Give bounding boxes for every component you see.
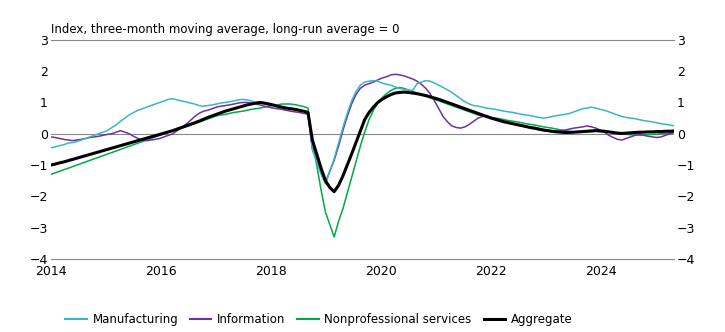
Legend: Manufacturing, Information, Nonprofessional services, Aggregate: Manufacturing, Information, Nonprofessio…	[61, 309, 577, 331]
Text: Index, three-month moving average, long-run average = 0: Index, three-month moving average, long-…	[51, 23, 399, 36]
